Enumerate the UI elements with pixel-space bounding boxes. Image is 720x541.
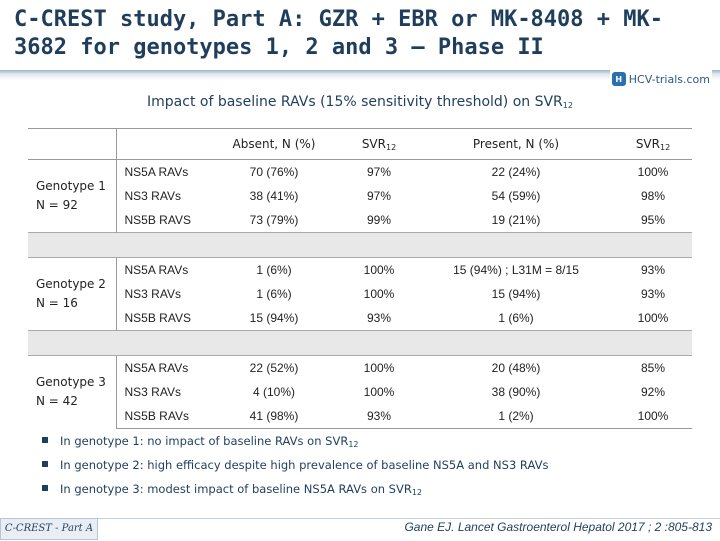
footer-study-tag: C-CREST - Part A — [0, 518, 98, 540]
group-separator — [28, 232, 692, 258]
slide-title: C-CREST study, Part A: GZR + EBR or MK-8… — [14, 7, 664, 60]
list-item: In genotype 1: no impact of baseline RAV… — [42, 432, 702, 456]
hcv-trials-logo: H HCV-trials.com — [609, 70, 712, 88]
svr-absent-value: 99% — [366, 213, 392, 227]
absent-value: 15 (94%) — [249, 311, 299, 325]
svr-present-value: 92% — [640, 385, 666, 399]
rav-name: NS5A RAVs — [124, 263, 189, 277]
logo-text: HCV-trials.com — [628, 72, 710, 86]
list-item: In genotype 2: high efficacy despite hig… — [42, 456, 702, 480]
present-value: 19 (21%) — [491, 213, 541, 227]
svr-absent-value: 97% — [366, 189, 392, 203]
footer-bar — [0, 518, 720, 541]
header-divider — [0, 70, 720, 80]
conclusions-list: In genotype 1: no impact of baseline RAV… — [42, 432, 702, 504]
header-svr-absent: SVR12 — [340, 128, 418, 160]
hcv-trials-logo-icon: H — [611, 72, 626, 86]
table-row: NS5B RAVS 15 (94%) 93% 1 (6%) 100% — [28, 306, 692, 331]
table-row: NS3 RAVs 1 (6%) 100% 15 (94%) 93% — [28, 282, 692, 306]
rav-name: NS3 RAVs — [124, 287, 181, 301]
bullet-square-icon — [42, 437, 48, 443]
rav-name: NS5A RAVs — [124, 165, 189, 179]
svr-present-value: 85% — [640, 361, 666, 375]
table-row: NS5B RAVS 73 (79%) 99% 19 (21%) 95% — [28, 208, 692, 233]
svr-absent-value: 100% — [363, 287, 395, 301]
present-value: 15 (94%) ; L31M = 8/15 — [453, 263, 579, 277]
svr-present-value: 93% — [640, 287, 666, 301]
rav-svr-table: Absent, N (%) SVR12 Present, N (%) SVR12… — [28, 128, 692, 429]
svr-present-value: 98% — [640, 189, 666, 203]
present-value: 20 (48%) — [491, 361, 541, 375]
svr-present-value: 100% — [637, 165, 669, 179]
present-value: 54 (59%) — [491, 189, 541, 203]
svr-absent-value: 100% — [363, 385, 395, 399]
svr-present-value: 100% — [614, 404, 692, 429]
svr-present-value: 93% — [640, 263, 666, 277]
table-row: NS3 RAVs 4 (10%) 100% 38 (90%) 92% — [28, 380, 692, 404]
bullet-square-icon — [42, 461, 48, 467]
rav-name: NS3 RAVs — [124, 385, 181, 399]
rav-name: NS5B RAVs — [116, 404, 208, 429]
table-header-row: Absent, N (%) SVR12 Present, N (%) SVR12 — [28, 128, 692, 160]
rav-name: NS5B RAVS — [124, 311, 191, 325]
svr-absent-value: 100% — [363, 263, 395, 277]
present-value: 1 (6%) — [498, 311, 534, 325]
svr-absent-value: 93% — [340, 404, 418, 429]
svr-absent-value: 93% — [366, 311, 392, 325]
svr-present-value: 95% — [640, 213, 666, 227]
absent-value: 38 (41%) — [249, 189, 299, 203]
svr-absent-value: 97% — [366, 165, 392, 179]
rav-name: NS3 RAVs — [124, 189, 181, 203]
bullet-square-icon — [42, 485, 48, 491]
absent-value: 70 (76%) — [249, 165, 299, 179]
list-item: In genotype 3: modest impact of baseline… — [42, 480, 702, 504]
header-svr-present: SVR12 — [614, 128, 692, 160]
rav-name: NS5A RAVs — [124, 361, 189, 375]
group-separator — [28, 330, 692, 356]
absent-value: 1 (6%) — [256, 287, 292, 301]
header-present: Present, N (%) — [418, 128, 614, 160]
rav-name: NS5B RAVS — [124, 213, 191, 227]
header-absent: Absent, N (%) — [208, 128, 340, 160]
present-value: 1 (2%) — [418, 404, 614, 429]
absent-value: 73 (79%) — [249, 213, 299, 227]
present-value: 38 (90%) — [491, 385, 541, 399]
absent-value: 4 (10%) — [252, 385, 296, 399]
table-row: NS3 RAVs 38 (41%) 97% 54 (59%) 98% — [28, 184, 692, 208]
absent-value: 41 (98%) — [208, 404, 340, 429]
citation: Gane EJ. Lancet Gastroenterol Hepatol 20… — [404, 520, 712, 534]
present-value: 22 (24%) — [491, 165, 541, 179]
present-value: 15 (94%) — [491, 287, 541, 301]
svr-present-value: 100% — [637, 311, 669, 325]
table-subtitle: Impact of baseline RAVs (15% sensitivity… — [147, 94, 573, 110]
absent-value: 22 (52%) — [249, 361, 299, 375]
table-row: NS5B RAVs 41 (98%) 93% 1 (2%) 100% — [28, 404, 692, 429]
absent-value: 1 (6%) — [256, 263, 292, 277]
svr-absent-value: 100% — [363, 361, 395, 375]
